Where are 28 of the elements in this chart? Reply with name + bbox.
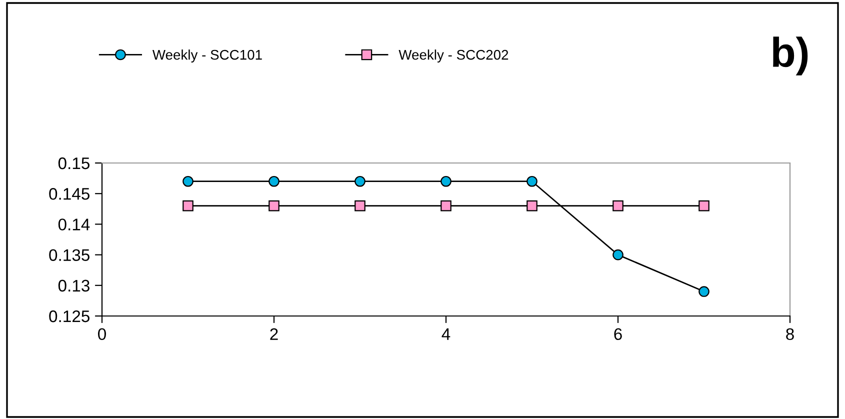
x-tick-label: 8 [786,328,794,340]
x-tick-label: 6 [614,328,622,340]
point [698,286,710,297]
x-tick-label: 0 [98,328,106,340]
point [526,176,538,187]
point [698,200,710,212]
point [526,200,538,212]
point [268,176,280,187]
x-tick-label: 4 [442,328,450,340]
chart-title: b) [773,36,808,76]
point [354,200,366,212]
point [182,200,194,212]
point [440,176,452,187]
y-tick-label: 0.145 [49,188,90,200]
point [612,200,624,212]
point [268,200,280,212]
y-tick-label: 0.14 [58,218,90,230]
legend-label: Weekly - SCC202 [398,50,508,62]
y-tick-label: 0.15 [58,157,90,170]
point [440,200,452,212]
y-tick-label: 0.13 [58,280,90,292]
y-tick-label: 0.135 [49,249,90,262]
legend-label: Weekly - SCC101 [152,50,262,62]
y-tick-label: 0.125 [49,310,90,322]
point [354,176,366,187]
point [182,176,194,187]
point [612,249,624,260]
x-tick-label: 2 [270,328,278,340]
